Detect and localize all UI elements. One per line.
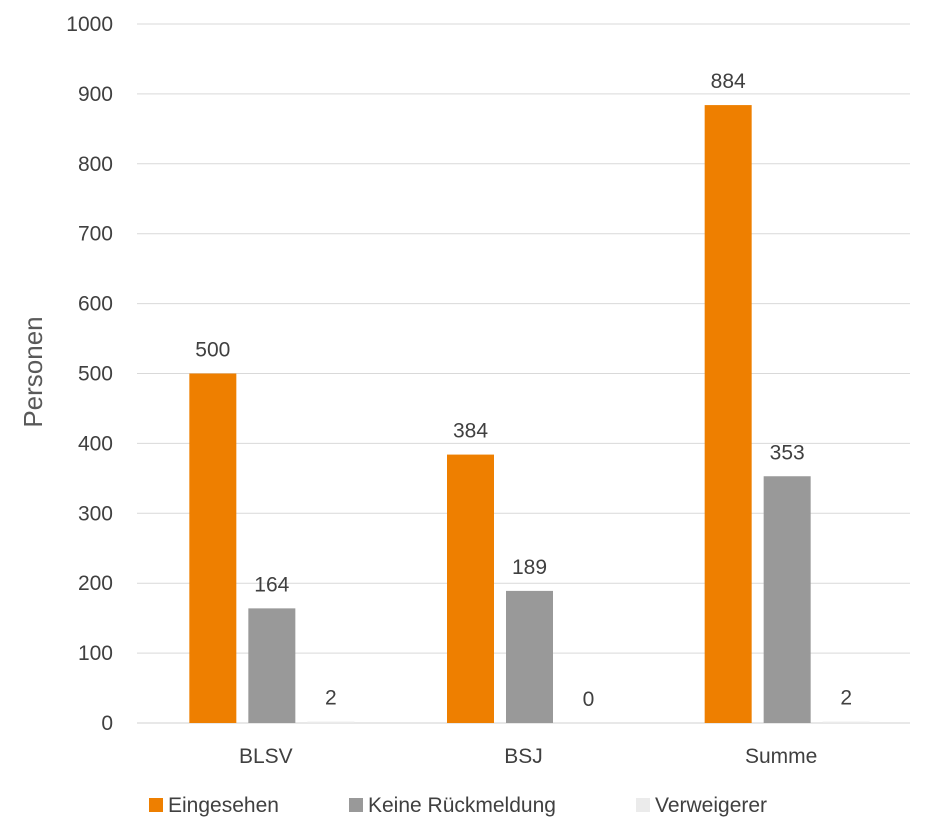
bar	[248, 608, 296, 723]
data-labels: 500 164 2 384 189 0 884 353 2	[195, 70, 852, 711]
x-tick-label: Summe	[745, 745, 817, 768]
data-label: 884	[711, 70, 746, 93]
data-label: 0	[583, 688, 595, 711]
y-tick-label: 800	[78, 153, 113, 176]
legend-label: Verweigerer	[655, 794, 767, 817]
data-label: 500	[195, 339, 230, 362]
y-tick-label: 1000	[66, 13, 113, 36]
bar	[822, 721, 870, 723]
data-label: 164	[254, 573, 289, 596]
y-tick-label: 400	[78, 432, 113, 455]
x-axis-ticks: BLSV BSJ Summe	[239, 745, 817, 768]
x-tick-label: BLSV	[239, 745, 293, 768]
y-axis-label: Personen	[18, 316, 48, 427]
y-tick-label: 100	[78, 642, 113, 665]
legend-label: Eingesehen	[168, 794, 279, 817]
bars	[189, 105, 870, 724]
y-tick-label: 900	[78, 83, 113, 106]
data-label: 353	[770, 441, 805, 464]
y-tick-label: 200	[78, 572, 113, 595]
legend-label: Keine Rückmeldung	[368, 794, 556, 817]
legend-swatch	[636, 798, 650, 812]
bar	[447, 454, 494, 723]
y-tick-label: 600	[78, 293, 113, 316]
x-tick-label: BSJ	[504, 745, 543, 768]
data-label: 384	[453, 420, 488, 443]
bar	[506, 590, 553, 723]
legend-swatch	[149, 798, 163, 812]
legend-swatch	[349, 798, 363, 812]
y-tick-label: 700	[78, 223, 113, 246]
y-axis-ticks: 0 100 200 300 400 500 600 700 800 900 1000	[66, 13, 113, 735]
y-tick-label: 0	[101, 712, 113, 735]
y-tick-label: 500	[78, 363, 113, 386]
data-label: 189	[512, 556, 547, 579]
y-tick-label: 300	[78, 502, 113, 525]
legend: Eingesehen Keine Rückmeldung Verweigerer	[149, 794, 767, 817]
bar	[189, 373, 237, 723]
data-label: 2	[325, 687, 337, 710]
data-label: 2	[840, 687, 852, 710]
bar	[704, 105, 752, 724]
bar	[307, 721, 355, 723]
bar	[763, 476, 811, 723]
